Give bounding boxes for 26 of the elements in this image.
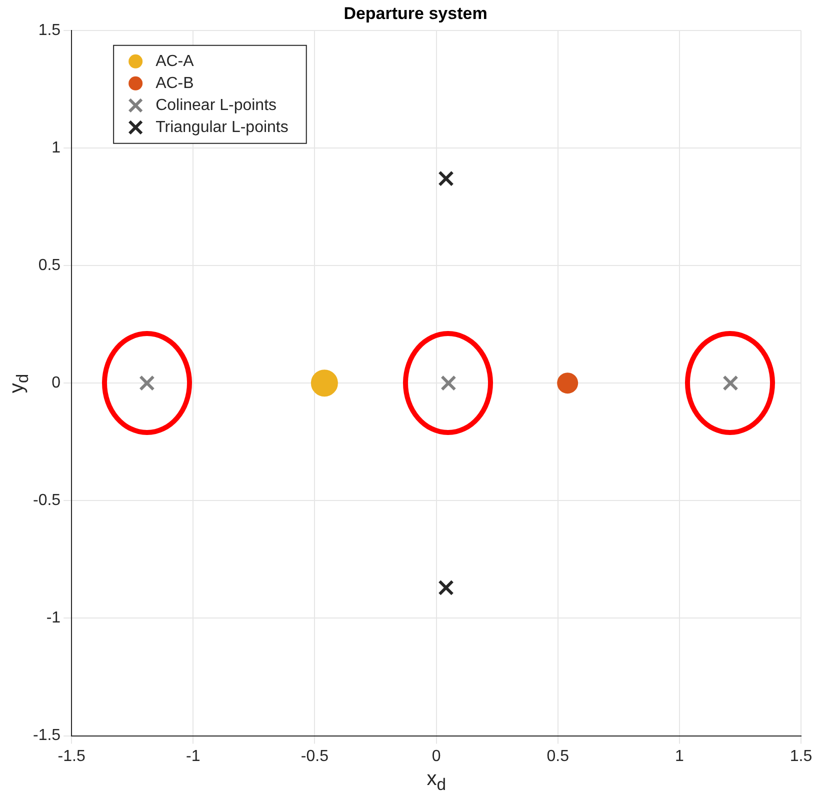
legend-label: AC-A (156, 52, 194, 70)
point (557, 372, 578, 394)
x-axis-title: x$_{d}$ (426, 768, 446, 795)
y-tick-label: -1 (46, 610, 61, 627)
point (722, 375, 738, 391)
y-tick-label: -0.5 (32, 492, 61, 510)
chart-title: Departure system (344, 4, 488, 23)
point (139, 375, 155, 391)
y-tick-label: 0.5 (38, 256, 61, 274)
y-tick-label: -1.5 (32, 727, 61, 744)
point (440, 375, 456, 391)
x-tick-label: 0 (432, 748, 441, 765)
x-tick-label: -1 (186, 748, 200, 765)
x-tick-label: 0.5 (546, 748, 570, 765)
legend-label: AC-B (156, 74, 194, 92)
y-tick-label: 1 (52, 139, 61, 156)
x-tick-label: 1 (674, 748, 684, 765)
x-tick-label: -0.5 (300, 748, 329, 765)
legend-label: Colinear L-points (156, 96, 277, 114)
point (438, 170, 454, 186)
point (310, 370, 338, 397)
y-tick-label: 0 (52, 374, 61, 392)
legend-label: Triangular L-points (156, 118, 288, 136)
point (438, 580, 454, 596)
x-tick-label: 1.5 (790, 748, 812, 765)
y-tick-label: 1.5 (38, 22, 61, 39)
